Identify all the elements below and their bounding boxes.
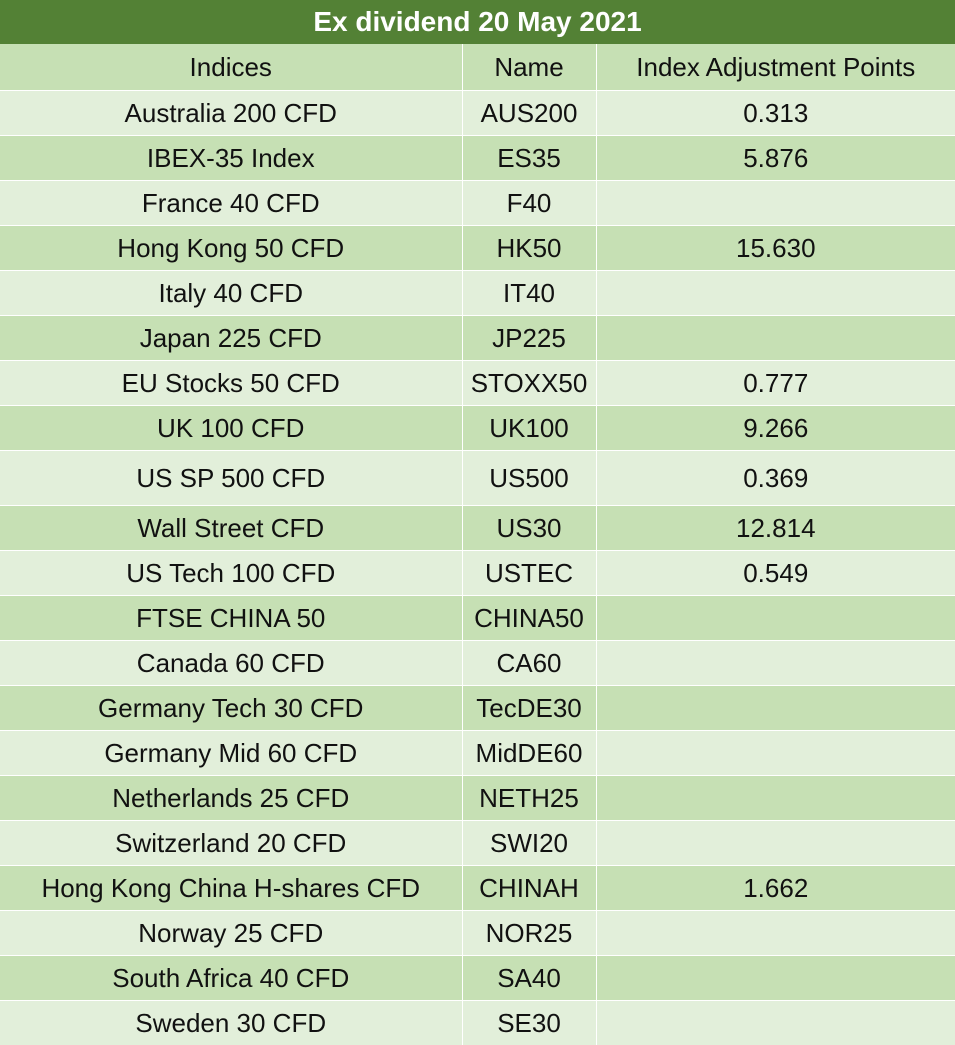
cell-name: NETH25: [462, 776, 596, 821]
cell-points: [596, 911, 955, 956]
cell-name: TecDE30: [462, 686, 596, 731]
cell-name: SA40: [462, 956, 596, 1001]
cell-name: STOXX50: [462, 361, 596, 406]
cell-points: 0.549: [596, 551, 955, 596]
cell-points: 1.662: [596, 866, 955, 911]
header-row: Indices Name Index Adjustment Points: [0, 44, 955, 91]
cell-index: Netherlands 25 CFD: [0, 776, 462, 821]
cell-name: SE30: [462, 1001, 596, 1045]
cell-index: US Tech 100 CFD: [0, 551, 462, 596]
cell-index: Germany Mid 60 CFD: [0, 731, 462, 776]
table-row: Germany Tech 30 CFD TecDE30: [0, 686, 955, 731]
table-row: Hong Kong 50 CFD HK50 15.630: [0, 226, 955, 271]
cell-name: US30: [462, 506, 596, 551]
table-body: Australia 200 CFD AUS200 0.313 IBEX-35 I…: [0, 91, 955, 1045]
cell-name: UK100: [462, 406, 596, 451]
cell-index: UK 100 CFD: [0, 406, 462, 451]
cell-name: IT40: [462, 271, 596, 316]
cell-name: US500: [462, 451, 596, 506]
table-row: Canada 60 CFD CA60: [0, 641, 955, 686]
title-row: Ex dividend 20 May 2021: [0, 0, 955, 44]
table-row: Australia 200 CFD AUS200 0.313: [0, 91, 955, 136]
cell-name: CHINA50: [462, 596, 596, 641]
cell-name: JP225: [462, 316, 596, 361]
cell-name: ES35: [462, 136, 596, 181]
header-name: Name: [462, 44, 596, 91]
table-row: Norway 25 CFD NOR25: [0, 911, 955, 956]
cell-index: Hong Kong China H-shares CFD: [0, 866, 462, 911]
cell-name: MidDE60: [462, 731, 596, 776]
cell-index: Germany Tech 30 CFD: [0, 686, 462, 731]
table-row: IBEX-35 Index ES35 5.876: [0, 136, 955, 181]
cell-index: Italy 40 CFD: [0, 271, 462, 316]
cell-points: [596, 731, 955, 776]
cell-name: HK50: [462, 226, 596, 271]
cell-index: Wall Street CFD: [0, 506, 462, 551]
cell-name: AUS200: [462, 91, 596, 136]
cell-points: 0.313: [596, 91, 955, 136]
table-row: Hong Kong China H-shares CFD CHINAH 1.66…: [0, 866, 955, 911]
cell-index: South Africa 40 CFD: [0, 956, 462, 1001]
cell-points: [596, 596, 955, 641]
cell-index: US SP 500 CFD: [0, 451, 462, 506]
cell-name: SWI20: [462, 821, 596, 866]
table-row: France 40 CFD F40: [0, 181, 955, 226]
table-row: US SP 500 CFD US500 0.369: [0, 451, 955, 506]
cell-index: FTSE CHINA 50: [0, 596, 462, 641]
cell-name: NOR25: [462, 911, 596, 956]
table-row: UK 100 CFD UK100 9.266: [0, 406, 955, 451]
cell-index: Sweden 30 CFD: [0, 1001, 462, 1045]
table-row: South Africa 40 CFD SA40: [0, 956, 955, 1001]
cell-points: [596, 181, 955, 226]
table-row: Italy 40 CFD IT40: [0, 271, 955, 316]
cell-points: [596, 821, 955, 866]
cell-name: USTEC: [462, 551, 596, 596]
cell-index: Hong Kong 50 CFD: [0, 226, 462, 271]
table-row: Wall Street CFD US30 12.814: [0, 506, 955, 551]
cell-points: [596, 641, 955, 686]
cell-name: CA60: [462, 641, 596, 686]
header-indices: Indices: [0, 44, 462, 91]
cell-index: Australia 200 CFD: [0, 91, 462, 136]
table-row: US Tech 100 CFD USTEC 0.549: [0, 551, 955, 596]
cell-points: 9.266: [596, 406, 955, 451]
table-row: Sweden 30 CFD SE30: [0, 1001, 955, 1045]
cell-points: [596, 686, 955, 731]
cell-points: [596, 956, 955, 1001]
table-row: Switzerland 20 CFD SWI20: [0, 821, 955, 866]
cell-points: [596, 776, 955, 821]
cell-index: Canada 60 CFD: [0, 641, 462, 686]
table-row: FTSE CHINA 50 CHINA50: [0, 596, 955, 641]
cell-points: 0.777: [596, 361, 955, 406]
cell-points: [596, 316, 955, 361]
cell-index: France 40 CFD: [0, 181, 462, 226]
cell-points: [596, 1001, 955, 1045]
cell-index: Switzerland 20 CFD: [0, 821, 462, 866]
table-row: EU Stocks 50 CFD STOXX50 0.777: [0, 361, 955, 406]
header-adjustment: Index Adjustment Points: [596, 44, 955, 91]
table-row: Germany Mid 60 CFD MidDE60: [0, 731, 955, 776]
cell-name: CHINAH: [462, 866, 596, 911]
table-row: Japan 225 CFD JP225: [0, 316, 955, 361]
cell-index: Japan 225 CFD: [0, 316, 462, 361]
table-row: Netherlands 25 CFD NETH25: [0, 776, 955, 821]
cell-points: 12.814: [596, 506, 955, 551]
cell-index: Norway 25 CFD: [0, 911, 462, 956]
cell-points: 15.630: [596, 226, 955, 271]
cell-index: IBEX-35 Index: [0, 136, 462, 181]
cell-name: F40: [462, 181, 596, 226]
cell-points: [596, 271, 955, 316]
cell-index: EU Stocks 50 CFD: [0, 361, 462, 406]
cell-points: 5.876: [596, 136, 955, 181]
cell-points: 0.369: [596, 451, 955, 506]
table-title: Ex dividend 20 May 2021: [0, 0, 955, 44]
